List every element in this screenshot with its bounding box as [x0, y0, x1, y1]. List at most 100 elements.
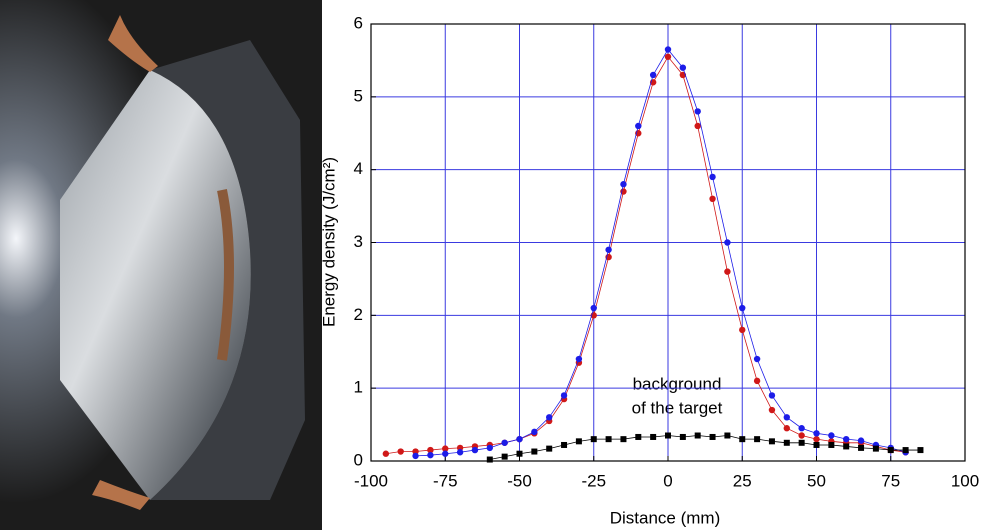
y-tick-label: 1 [354, 378, 363, 397]
data-point [664, 53, 672, 60]
data-point [635, 433, 642, 440]
y-tick-label: 3 [354, 232, 363, 251]
data-point [679, 433, 686, 440]
data-point [546, 414, 553, 421]
data-point [590, 436, 597, 443]
data-point [709, 173, 716, 181]
data-point [724, 432, 731, 439]
x-tick-label: -50 [507, 471, 532, 490]
x-axis-title: Distance (mm) [610, 508, 721, 527]
data-point [872, 445, 879, 452]
data-point [739, 326, 746, 334]
data-point [709, 195, 716, 202]
x-tick-label: 25 [733, 471, 752, 490]
data-point [813, 435, 820, 443]
data-point [560, 392, 568, 399]
data-point [709, 433, 716, 440]
data-point [486, 456, 493, 463]
data-point [442, 450, 449, 457]
data-point [724, 239, 731, 246]
data-point [382, 450, 390, 457]
x-tick-label: -25 [581, 471, 606, 490]
series-line [415, 48, 906, 457]
data-point [561, 441, 568, 448]
y-tick-label: 0 [354, 450, 363, 469]
y-tick-label: 5 [354, 86, 363, 105]
data-point [917, 447, 924, 454]
data-point [783, 439, 790, 446]
data-point [397, 448, 404, 455]
data-point [427, 451, 434, 459]
data-point [753, 355, 761, 363]
data-point [783, 425, 790, 432]
data-point [902, 447, 909, 454]
data-point [843, 443, 850, 450]
y-axis-title: Energy density (J/cm²) [319, 157, 338, 327]
data-point [798, 432, 805, 439]
data-point [798, 425, 805, 432]
data-point [798, 439, 805, 446]
copper-strip [108, 15, 158, 72]
copper-rim [217, 189, 234, 361]
data-point [501, 439, 508, 446]
data-point [724, 268, 731, 275]
data-point [679, 64, 687, 71]
data-point [605, 246, 612, 253]
data-point [828, 441, 835, 448]
data-point [635, 122, 642, 130]
data-point [828, 432, 835, 439]
data-point [664, 46, 672, 53]
data-point [456, 449, 464, 456]
data-point [575, 355, 583, 363]
copper-strip [92, 480, 150, 510]
data-point [694, 108, 701, 115]
x-tick-label: 0 [663, 471, 672, 490]
data-point [694, 432, 701, 439]
data-point [486, 444, 493, 452]
y-tick-label: 2 [354, 305, 363, 324]
data-point [753, 377, 761, 385]
annotation: of the target [632, 398, 723, 417]
data-point [501, 453, 508, 460]
data-point [620, 181, 627, 188]
x-tick-label: 100 [951, 471, 979, 490]
x-tick-label: -100 [354, 471, 388, 490]
data-point [857, 437, 865, 444]
data-point [783, 414, 790, 421]
axes-frame [370, 23, 966, 462]
x-tick-label: 75 [881, 471, 900, 490]
data-point [665, 432, 671, 439]
y-tick-label: 6 [354, 13, 363, 32]
data-point [531, 448, 538, 455]
y-tick-label: 4 [354, 159, 363, 178]
data-point [813, 430, 820, 437]
data-point [516, 435, 523, 443]
data-point [754, 436, 761, 443]
data-point [412, 452, 419, 460]
data-point [427, 446, 434, 454]
data-point [768, 438, 775, 445]
data-point [739, 436, 746, 443]
data-point [843, 435, 850, 443]
data-point [813, 441, 820, 448]
photo [0, 0, 322, 530]
data-point [650, 433, 657, 440]
chart: Distance (mm) Energy density (J/cm²) bac… [319, 13, 979, 527]
data-point [768, 392, 776, 399]
holder [150, 40, 305, 500]
data-point [516, 450, 523, 457]
data-point [649, 71, 657, 79]
data-point [442, 445, 449, 452]
data-point [694, 122, 701, 130]
data-point [471, 446, 479, 454]
data-point [531, 428, 538, 436]
data-point [620, 436, 627, 443]
data-point [768, 406, 776, 414]
data-point [858, 444, 865, 451]
x-tick-label: -75 [433, 471, 458, 490]
data-point [575, 438, 582, 445]
x-tick-label: 50 [807, 471, 826, 490]
annotation: background [633, 374, 722, 393]
